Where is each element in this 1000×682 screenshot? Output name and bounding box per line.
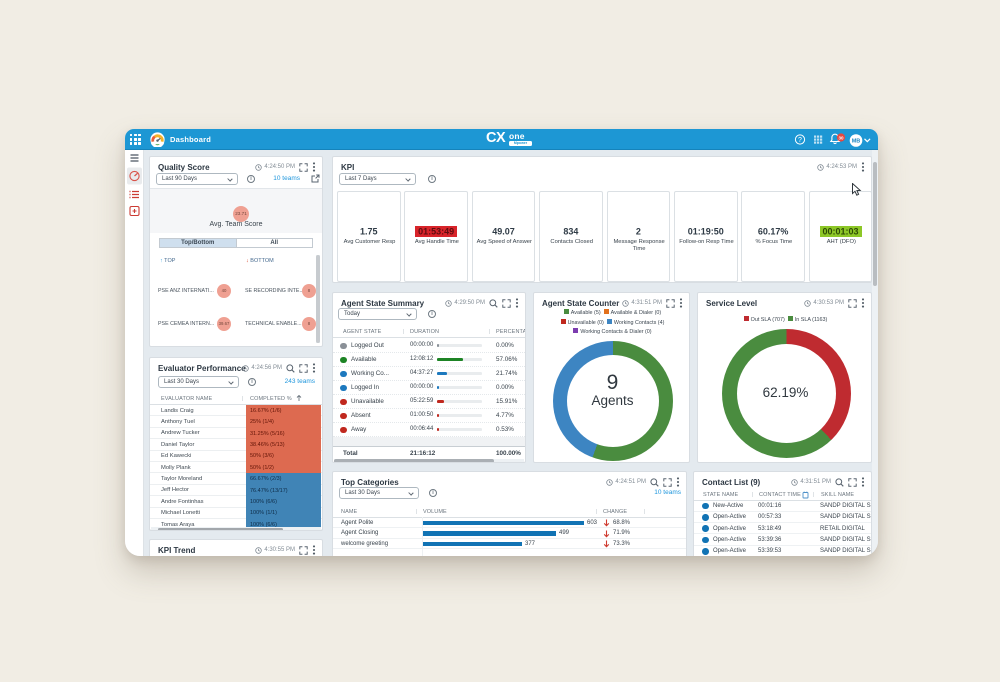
svg-text:30: 30 — [838, 135, 844, 140]
svg-text:?: ? — [798, 137, 802, 144]
svg-text:MB: MB — [852, 139, 861, 145]
